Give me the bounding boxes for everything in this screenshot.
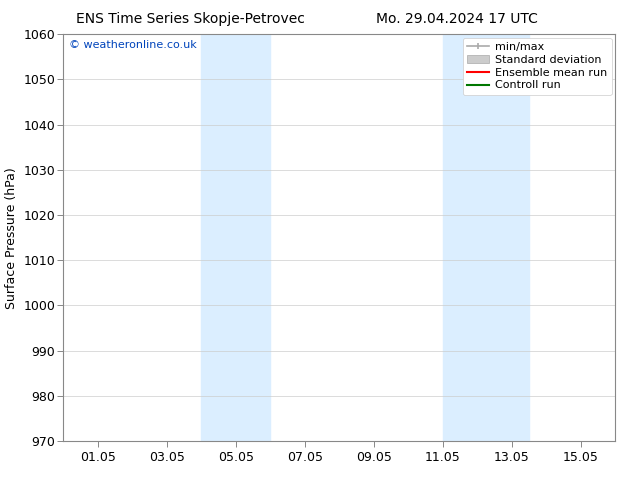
Bar [443,34,529,441]
Y-axis label: Surface Pressure (hPa): Surface Pressure (hPa) [4,167,18,309]
Legend: min/max, Standard deviation, Ensemble mean run, Controll run: min/max, Standard deviation, Ensemble me… [463,38,612,95]
Text: ENS Time Series Skopje-Petrovec: ENS Time Series Skopje-Petrovec [75,12,305,26]
Bar [202,34,270,441]
Text: Mo. 29.04.2024 17 UTC: Mo. 29.04.2024 17 UTC [375,12,538,26]
Text: © weatheronline.co.uk: © weatheronline.co.uk [69,40,197,50]
